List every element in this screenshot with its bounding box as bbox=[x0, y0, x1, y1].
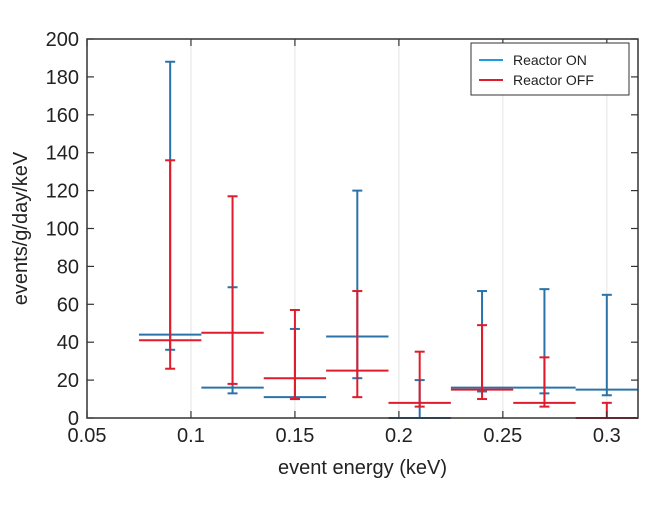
series-reactor-on bbox=[138, 60, 638, 419]
tick-layer: 0.05 0.1 0.15 0.2 0.25 0.3 0 20 40 60 80 100 120 140 1… bbox=[46, 29, 638, 447]
y-axis-label: events/g/day/keV bbox=[10, 151, 32, 305]
x-tick-label: 0.1 bbox=[177, 425, 205, 447]
legend-box bbox=[470, 42, 630, 96]
y-tick-label: 200 bbox=[46, 29, 79, 51]
x-tick-label: 0.2 bbox=[385, 425, 413, 447]
y-tick-label: 60 bbox=[57, 294, 79, 316]
y-tick-label: 160 bbox=[46, 105, 79, 127]
series-reactor-off bbox=[138, 159, 638, 419]
y-tick-label: 80 bbox=[57, 256, 79, 278]
x-tick-label: 0.15 bbox=[275, 425, 314, 447]
legend-label-reactor-on: Reactor ON bbox=[513, 52, 587, 68]
x-axis-label: event energy (keV) bbox=[278, 457, 447, 479]
data-layer bbox=[138, 60, 638, 419]
y-tick-label: 40 bbox=[57, 332, 79, 354]
x-tick-label: 0.25 bbox=[483, 425, 522, 447]
legend-label-reactor-off: Reactor OFF bbox=[513, 72, 594, 88]
y-tick-label: 100 bbox=[46, 219, 79, 241]
y-tick-label: 120 bbox=[46, 181, 79, 203]
legend: Reactor ON Reactor OFF bbox=[470, 42, 630, 96]
x-tick-label: 0.3 bbox=[593, 425, 621, 447]
y-tick-label: 140 bbox=[46, 143, 79, 165]
x-tick-label: 0.05 bbox=[68, 425, 107, 447]
y-tick-label: 0 bbox=[68, 408, 79, 430]
y-tick-label: 180 bbox=[46, 67, 79, 89]
y-tick-label: 20 bbox=[57, 370, 79, 392]
